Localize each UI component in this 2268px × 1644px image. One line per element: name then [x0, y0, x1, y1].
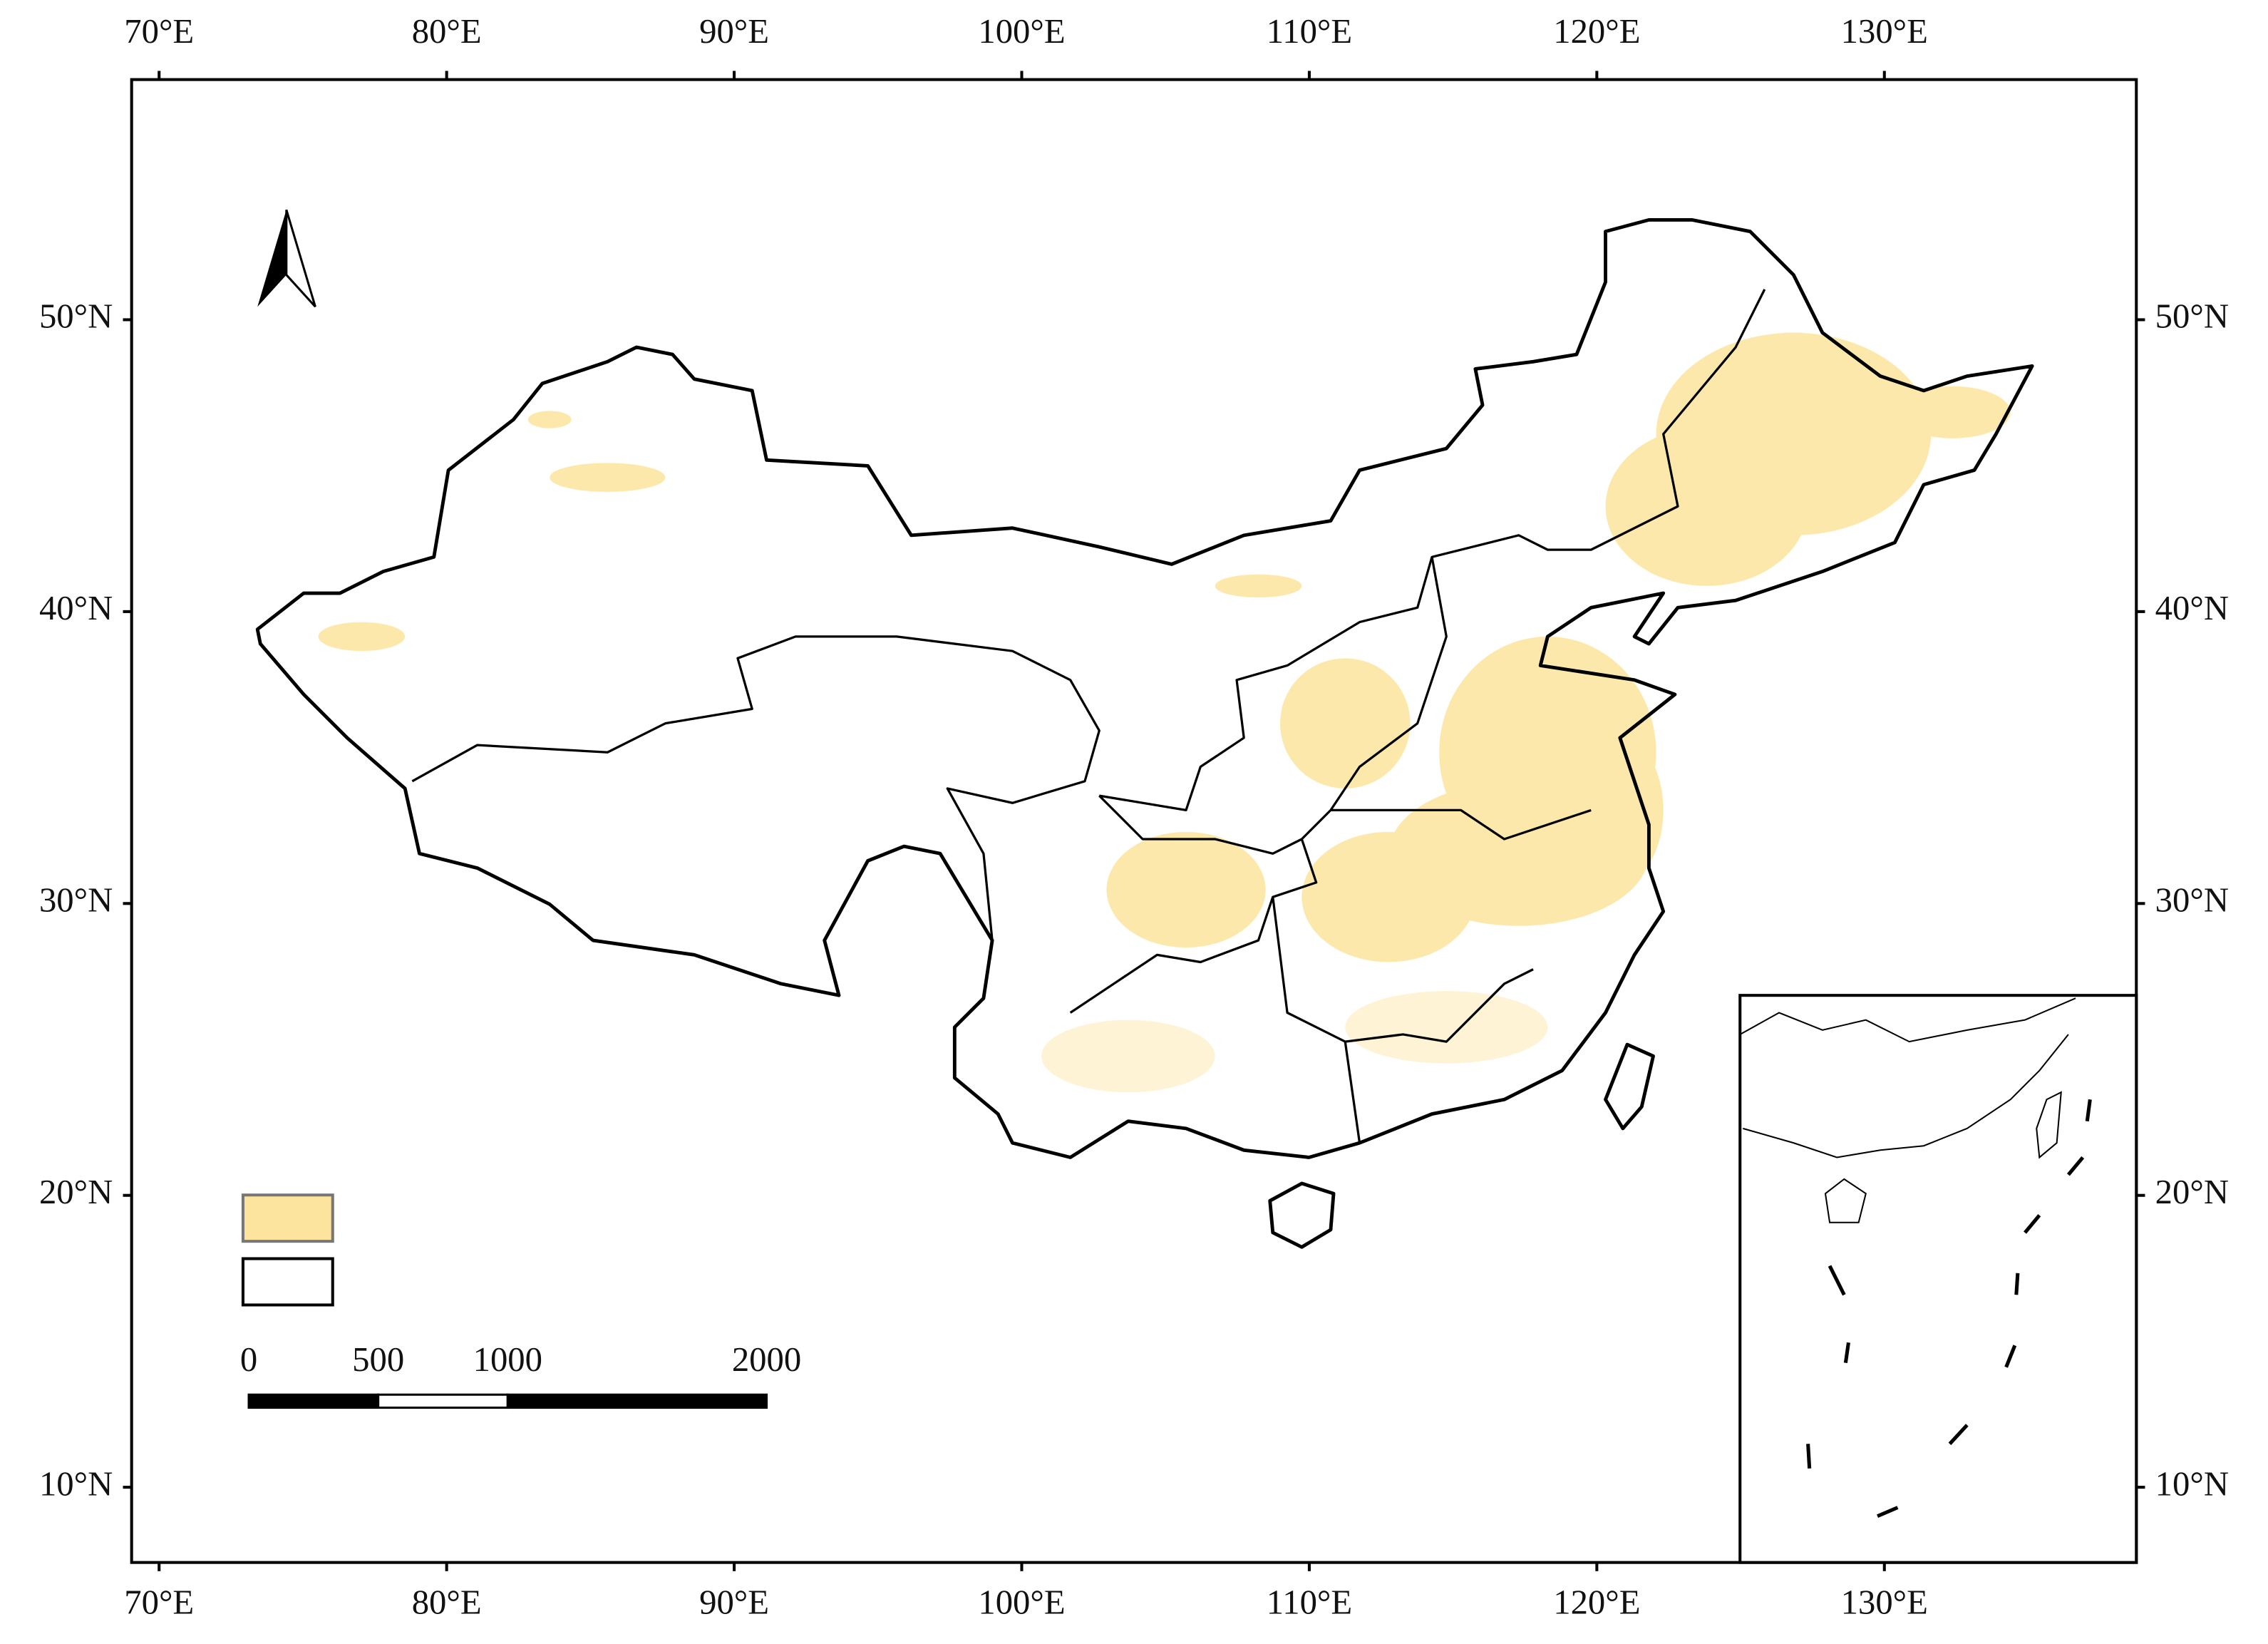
- lat-tick-label: 20°N: [39, 1173, 113, 1211]
- lon-tick-label: 90°E: [699, 12, 769, 51]
- lat-tick-label: 40°N: [39, 589, 113, 627]
- inset-map: [1738, 994, 2138, 1564]
- lon-tick-label: 70°E: [124, 1583, 194, 1622]
- lat-tick-label: 50°N: [2155, 297, 2229, 336]
- lat-tick-label: 20°N: [2155, 1173, 2229, 1211]
- legend-swatch: [241, 1193, 334, 1243]
- lat-tick-label: 10°N: [39, 1464, 113, 1503]
- lon-tick-label: 80°E: [412, 12, 482, 51]
- lon-tick-label: 110°E: [1267, 1583, 1352, 1622]
- north-arrow: [285, 209, 316, 308]
- lon-tick-label: 120°E: [1553, 1583, 1640, 1622]
- lat-tick-label: 10°N: [2155, 1464, 2229, 1503]
- lon-tick-label: 110°E: [1267, 12, 1352, 51]
- hainan: [1268, 1181, 1336, 1249]
- lon-tick-label: 130°E: [1841, 12, 1928, 51]
- lat-tick-label: 30°N: [39, 880, 113, 919]
- legend-swatch: [241, 1257, 334, 1307]
- lon-tick-label: 130°E: [1841, 1583, 1928, 1622]
- cropland: [318, 332, 2011, 1093]
- zone-boundaries: [411, 289, 1766, 1144]
- country-boundary: [255, 218, 2034, 1159]
- taiwan: [1604, 1042, 1655, 1131]
- lon-tick-label: 90°E: [699, 1583, 769, 1622]
- scale-segment: [506, 1393, 768, 1409]
- lon-tick-label: 80°E: [412, 1583, 482, 1622]
- scale-segment: [377, 1393, 509, 1409]
- lon-tick-label: 100°E: [978, 1583, 1065, 1622]
- lat-tick-label: 40°N: [2155, 589, 2229, 627]
- lat-tick-label: 50°N: [39, 297, 113, 336]
- lon-tick-label: 100°E: [978, 12, 1065, 51]
- scale-label: 0: [240, 1340, 257, 1379]
- scale-label: 500: [352, 1340, 404, 1379]
- lat-tick-label: 30°N: [2155, 880, 2229, 919]
- scale-segment: [247, 1393, 380, 1409]
- lon-tick-label: 120°E: [1553, 12, 1640, 51]
- scale-label: 2000: [732, 1340, 801, 1379]
- scale-label: 1000: [473, 1340, 542, 1379]
- lon-tick-label: 70°E: [124, 12, 194, 51]
